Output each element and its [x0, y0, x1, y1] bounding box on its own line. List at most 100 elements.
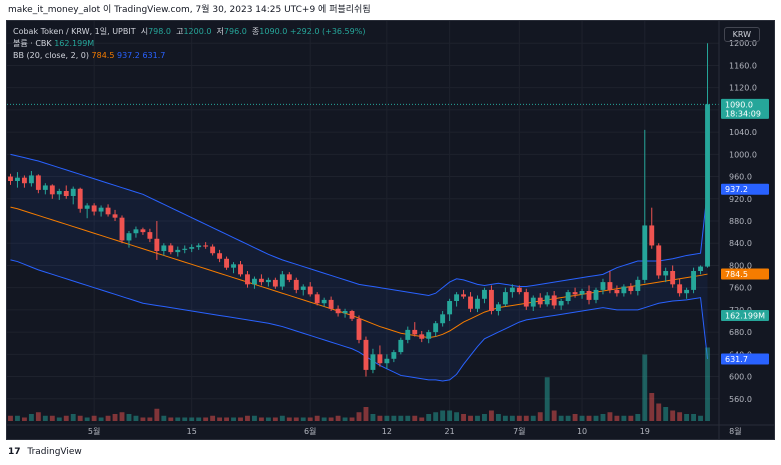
candle-body: [558, 301, 564, 306]
candle-body: [28, 175, 34, 184]
volume-bar: [586, 415, 592, 421]
axis-badge: [721, 353, 769, 365]
volume-bar: [663, 407, 669, 421]
currency-button[interactable]: KRW: [723, 27, 760, 42]
chart-legend: Cobak Token / KRW, 1일, UPBIT 시798.0 고120…: [13, 26, 365, 62]
volume-bar: [98, 417, 104, 421]
bb-lower-value: 631.7: [142, 51, 166, 60]
axis-badge-label: 1090.0: [725, 100, 753, 109]
volume-bar: [565, 415, 571, 421]
volume-bar: [698, 415, 703, 421]
candle-body: [231, 264, 236, 268]
axis-badge-sublabel: 18:34:09: [725, 109, 761, 118]
candle-body: [370, 354, 376, 370]
x-tick-label: 21: [445, 427, 455, 436]
volume-bar: [600, 414, 606, 421]
candle-body: [258, 278, 264, 283]
volume-bar: [307, 417, 313, 421]
y-tick-label: 960.0: [729, 173, 752, 182]
volume-bar: [398, 415, 404, 421]
candle-body: [342, 311, 348, 314]
volume-bar: [42, 415, 48, 421]
volume-bar: [84, 417, 90, 421]
volume-bar: [593, 415, 599, 421]
candle-body: [42, 185, 48, 190]
volume-bar: [265, 417, 271, 421]
candle-body: [572, 292, 578, 295]
y-tick-label: 1000.0: [729, 150, 757, 159]
bb-band-fill: [10, 154, 708, 381]
volume-bar: [252, 415, 257, 421]
volume-bar: [56, 417, 62, 421]
bb-label[interactable]: BB (20, close, 2, 0): [13, 51, 89, 60]
candle-body: [405, 329, 411, 340]
candle-body: [238, 264, 243, 275]
candle-body: [621, 286, 627, 294]
candle-body: [189, 247, 195, 249]
x-tick-label: 6월: [304, 426, 316, 436]
volume-bar: [147, 417, 153, 421]
axis-badge-label: 937.2: [725, 185, 748, 194]
brand-name[interactable]: TradingView: [27, 447, 82, 457]
candle-body: [419, 334, 425, 339]
volume-bar: [77, 415, 83, 421]
open-label: 시: [140, 27, 149, 36]
symbol-label[interactable]: Cobak Token / KRW, 1일, UPBIT: [13, 27, 136, 36]
volume-bar: [691, 414, 697, 421]
volume-bar: [342, 417, 348, 421]
change-value: +292.0 (+36.59%): [289, 27, 366, 36]
volume-bar: [440, 410, 446, 421]
volume-bar: [126, 414, 132, 421]
candle-body: [307, 286, 313, 295]
candle-body: [551, 295, 557, 306]
volume-bar: [475, 415, 480, 421]
candle-body: [21, 177, 27, 184]
candle-body: [126, 233, 132, 241]
volume-bar: [391, 415, 397, 421]
volume-bar: [70, 414, 76, 421]
candle-body: [516, 287, 522, 293]
volume-bar: [621, 415, 627, 421]
volume-value: 162.199M: [54, 39, 95, 48]
candlestick-chart[interactable]: 560.0600.0640.0680.0720.0760.0800.0840.0…: [7, 21, 775, 440]
volume-bar: [642, 354, 648, 421]
volume-bar: [356, 412, 362, 421]
volume-bar: [335, 415, 341, 421]
chart-panel[interactable]: 560.0600.0640.0680.0720.0760.0800.0840.0…: [6, 20, 775, 440]
volume-bar: [370, 414, 376, 421]
candle-body: [530, 297, 536, 307]
close-label: 종: [251, 27, 260, 36]
volume-bar: [377, 415, 383, 421]
volume-bar: [63, 415, 69, 421]
candle-body: [593, 289, 599, 300]
candle-body: [293, 279, 299, 290]
candle-body: [705, 104, 710, 267]
volume-label[interactable]: 볼륨 · CBK: [13, 39, 52, 48]
candle-body: [349, 311, 355, 319]
volume-bar: [482, 414, 487, 421]
y-tick-label: 800.0: [729, 261, 752, 270]
volume-bar: [279, 415, 285, 421]
candle-body: [391, 352, 397, 359]
candle-body: [384, 358, 390, 364]
candle-body: [140, 229, 146, 233]
candle-body: [272, 279, 278, 287]
volume-bar: [105, 415, 111, 421]
axis-badge-label: 784.5: [725, 270, 748, 279]
candle-body: [224, 258, 230, 268]
candle-body: [579, 291, 585, 295]
volume-bar: [495, 414, 501, 421]
candle-body: [77, 188, 83, 209]
candle-body: [252, 278, 257, 285]
candle-body: [544, 295, 550, 305]
candle-body: [56, 191, 62, 195]
candle-body: [147, 232, 153, 239]
volume-bar: [203, 417, 209, 421]
price-axis-bg: [719, 21, 774, 439]
candle-body: [49, 185, 55, 195]
bb-upper-value: 937.2: [116, 51, 140, 60]
low-value: 796.0: [223, 27, 247, 36]
volume-bar: [461, 414, 466, 421]
candle-body: [586, 291, 592, 300]
volume-bar: [454, 412, 460, 421]
